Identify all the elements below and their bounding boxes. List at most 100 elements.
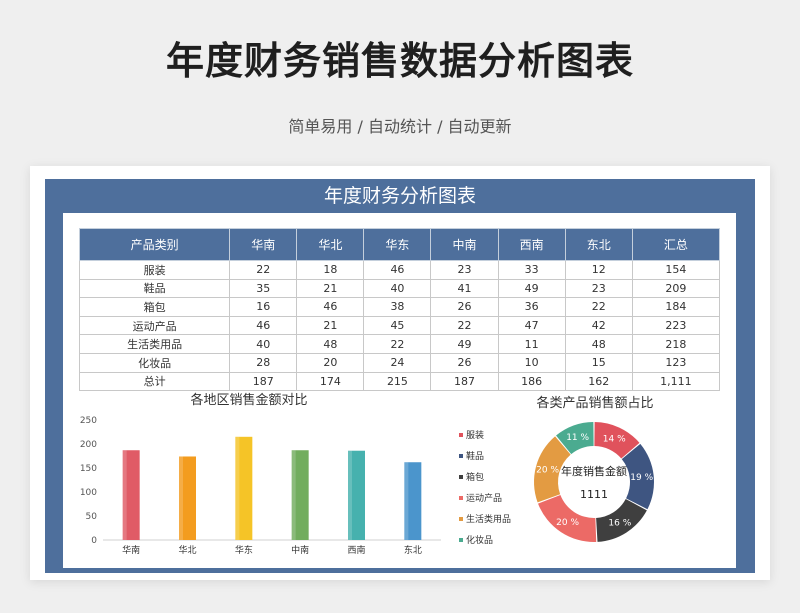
- table-row: 箱包 16 46 38 26 36 22 184: [78, 297, 721, 317]
- page-title: 年度财务销售数据分析图表: [165, 39, 634, 83]
- table-cell: 33: [497, 260, 566, 280]
- legend-swatch: [459, 538, 463, 542]
- legend-label: 箱包: [466, 471, 484, 483]
- table-row: 服装 22 18 46 23 33 12 154: [78, 260, 721, 280]
- table-cell: 26: [430, 352, 499, 373]
- donut-slice: [538, 494, 597, 542]
- table-cell: 运动产品: [78, 315, 231, 336]
- table-cell: 48: [296, 334, 365, 354]
- bar-highlight: [122, 450, 127, 540]
- donut-slice: [556, 422, 594, 455]
- table-cell: 35: [229, 278, 298, 299]
- table-cell: 41: [430, 278, 499, 299]
- x-tick-label: 东北: [404, 544, 422, 556]
- table-cell: 16: [229, 297, 298, 317]
- table-cell: 23: [430, 260, 499, 280]
- donut-slice: [596, 499, 647, 542]
- donut-center-label: 年度销售金额: [561, 464, 627, 478]
- table-cell: 218: [631, 334, 721, 354]
- column-header: 华北: [296, 228, 365, 261]
- legend-swatch: [459, 496, 463, 500]
- slice-percent-label: 19 %: [630, 473, 653, 483]
- table-cell: 总计: [78, 371, 231, 392]
- charts-area: 各地区销售金额对比 0 50 100 150 200 250 华南 华北 华东 中南 西南 东北 服装…: [80, 392, 654, 556]
- page-subtitle: 简单易用 / 自动统计 / 自动更新: [288, 117, 512, 136]
- table-cell: 223: [631, 315, 721, 336]
- table-cell: 28: [229, 352, 298, 373]
- table-cell: 鞋品: [78, 278, 231, 299]
- table-cell: 21: [296, 315, 365, 336]
- table-cell: 42: [564, 315, 633, 336]
- table-cell: 46: [296, 297, 365, 317]
- bar-highlight: [235, 436, 240, 540]
- table-row: 化妆品 28 20 24 26 10 15 123: [78, 352, 721, 373]
- report-title: 年度财务分析图表: [323, 185, 476, 207]
- donut-slice: [621, 443, 654, 510]
- x-tick-label: 西南: [347, 544, 365, 556]
- table-cell: 209: [631, 278, 721, 299]
- x-tick-label: 华北: [178, 544, 196, 556]
- legend-label: 服装: [466, 429, 484, 441]
- x-tick-label: 中南: [291, 544, 309, 556]
- y-tick-label: 150: [80, 464, 97, 474]
- column-header: 产品类别: [78, 228, 231, 261]
- legend-label: 鞋品: [466, 450, 484, 462]
- table-row: 总计 187 174 215 187 186 162 1,111: [78, 371, 721, 392]
- sales-table: 产品类别 华南 华北 华东 中南 西南 东北 汇总 服装 22 18 46 23 33 12 154 鞋品 35…: [78, 228, 721, 392]
- table-row: 运动产品 46 21 45 22 47 42 223: [78, 315, 721, 336]
- table-cell: 生活类用品: [78, 334, 231, 354]
- table-cell: 36: [497, 297, 566, 317]
- bar: [122, 450, 140, 540]
- column-header: 汇总: [631, 228, 721, 261]
- table-cell: 187: [430, 371, 499, 392]
- table-cell: 40: [229, 334, 298, 354]
- table-cell: 174: [296, 371, 365, 392]
- table-cell: 162: [564, 371, 633, 392]
- table-cell: 15: [564, 352, 633, 373]
- report-frame: 年度财务分析图表 产品类别 华南 华北 华东 中南 西南 东北 汇总 服装 22 18 46 23 33…: [45, 179, 755, 573]
- legend-swatch: [459, 433, 463, 437]
- donut-slice: [534, 436, 571, 503]
- table-cell: 154: [631, 260, 721, 280]
- bar: [348, 450, 365, 540]
- table-cell: 184: [631, 297, 721, 317]
- bar: [291, 450, 309, 540]
- table-cell: 123: [631, 352, 721, 373]
- y-tick-label: 250: [80, 416, 97, 426]
- slice-percent-label: 11 %: [566, 433, 589, 443]
- column-header: 中南: [430, 228, 499, 261]
- pie-chart-title: 各类产品销售额占比: [536, 395, 653, 411]
- table-cell: 49: [497, 278, 566, 299]
- column-header: 东北: [564, 228, 633, 261]
- table-cell: 187: [229, 371, 298, 392]
- table-cell: 10: [497, 352, 566, 373]
- report-sheet: 年度财务分析图表 产品类别 华南 华北 华东 中南 西南 东北 汇总 服装 22 18 46 23 33…: [30, 166, 770, 580]
- bar-chart-title: 各地区销售金额对比: [190, 392, 307, 408]
- table-cell: 47: [497, 315, 566, 336]
- table-row: 生活类用品 40 48 22 49 11 48 218: [78, 334, 721, 354]
- y-tick-label: 100: [80, 488, 97, 498]
- table-cell: 1,111: [631, 371, 721, 392]
- legend-swatch: [459, 475, 463, 479]
- table-cell: 40: [363, 278, 432, 299]
- table-cell: 22: [430, 315, 499, 336]
- table-cell: 46: [229, 315, 298, 336]
- slice-percent-label: 16 %: [608, 518, 631, 528]
- donut-chart: 14 % 19 % 16 % 20 % 20 % 11 %: [534, 422, 654, 542]
- table-cell: 26: [430, 297, 499, 317]
- legend-swatch: [459, 454, 463, 458]
- table-header-row: 产品类别 华南 华北 华东 中南 西南 东北 汇总: [78, 228, 721, 261]
- bar-highlight: [179, 456, 183, 540]
- bar-chart: 0 50 100 150 200 250 华南 华北 华东 中南 西南 东北: [80, 416, 441, 556]
- table-cell: 化妆品: [78, 352, 231, 373]
- x-tick-label: 华南: [122, 544, 140, 556]
- legend-label: 生活类用品: [466, 513, 511, 525]
- donut-slice: [594, 422, 640, 459]
- slice-percent-label: 20 %: [556, 518, 579, 528]
- y-tick-label: 200: [80, 440, 97, 450]
- report-body: 产品类别 华南 华北 华东 中南 西南 东北 汇总 服装 22 18 46 23 33 12 154 鞋品 35…: [63, 213, 736, 568]
- y-tick-label: 0: [91, 536, 97, 546]
- legend-label: 运动产品: [466, 492, 502, 504]
- table-cell: 49: [430, 334, 499, 354]
